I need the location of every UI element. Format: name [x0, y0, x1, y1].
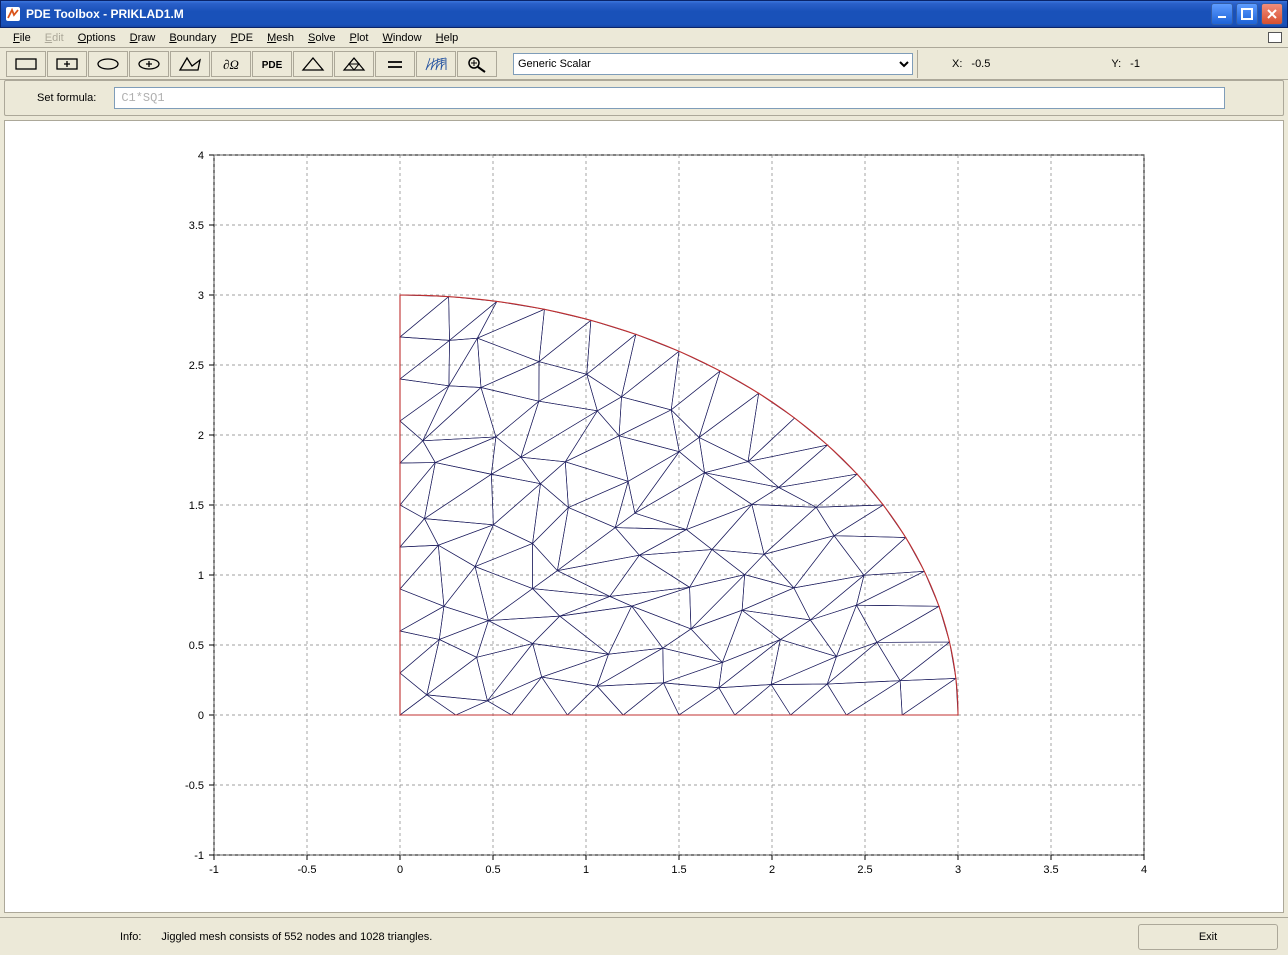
info-text: Jiggled mesh consists of 552 nodes and 1… — [161, 931, 432, 943]
svg-text:-1: -1 — [209, 864, 219, 876]
zoom-tool[interactable] — [457, 51, 497, 77]
solve-tool[interactable] — [375, 51, 415, 77]
refine-tool[interactable] — [334, 51, 374, 77]
rect-tool[interactable] — [6, 51, 46, 77]
menu-help[interactable]: Help — [429, 30, 466, 46]
svg-text:1: 1 — [583, 864, 589, 876]
svg-text:2: 2 — [769, 864, 775, 876]
plot-area[interactable]: -1 -0.5 0 0.5 1 1.5 2 2.5 3 3.5 4 -1 -0.5 0 0.5 1 1.5 2 2.… — [4, 120, 1284, 913]
svg-text:1.5: 1.5 — [671, 864, 686, 876]
formula-input[interactable] — [114, 87, 1225, 109]
close-button[interactable] — [1261, 3, 1283, 25]
svg-text:-0.5: -0.5 — [185, 780, 204, 792]
svg-text:0: 0 — [397, 864, 403, 876]
exit-button[interactable]: Exit — [1138, 924, 1278, 950]
plot3d-tool[interactable] — [416, 51, 456, 77]
menu-file[interactable]: File — [6, 30, 38, 46]
svg-text:2: 2 — [198, 430, 204, 442]
y-value: -1 — [1130, 58, 1140, 70]
svg-text:1.5: 1.5 — [189, 500, 204, 512]
svg-text:-0.5: -0.5 — [298, 864, 317, 876]
mdi-doc-icon[interactable] — [1268, 32, 1282, 43]
svg-text:0.5: 0.5 — [189, 640, 204, 652]
svg-text:3.5: 3.5 — [1043, 864, 1058, 876]
menu-draw[interactable]: Draw — [123, 30, 163, 46]
toolbar: ∂Ω PDE Generic Scalar X: -0.5 Y: -1 — [0, 48, 1288, 80]
footer-bar: Info: Jiggled mesh consists of 552 nodes… — [0, 917, 1288, 955]
y-label: Y: — [1111, 58, 1121, 70]
menu-solve[interactable]: Solve — [301, 30, 343, 46]
pde-tool[interactable]: PDE — [252, 51, 292, 77]
formula-label: Set formula: — [37, 92, 96, 104]
menu-bar: FileEditOptionsDrawBoundaryPDEMeshSolveP… — [0, 28, 1288, 48]
menu-mesh[interactable]: Mesh — [260, 30, 301, 46]
svg-text:4: 4 — [1141, 864, 1147, 876]
svg-text:∂Ω: ∂Ω — [223, 57, 239, 72]
menu-options[interactable]: Options — [71, 30, 123, 46]
boundary-tool[interactable]: ∂Ω — [211, 51, 251, 77]
mesh-tool[interactable] — [293, 51, 333, 77]
svg-text:4: 4 — [198, 150, 204, 162]
menu-boundary[interactable]: Boundary — [162, 30, 223, 46]
info-label: Info: — [120, 931, 141, 943]
minimize-button[interactable] — [1211, 3, 1233, 25]
svg-text:3.5: 3.5 — [189, 220, 204, 232]
svg-text:0: 0 — [198, 710, 204, 722]
svg-text:PDE: PDE — [262, 60, 283, 71]
svg-text:3: 3 — [198, 290, 204, 302]
app-icon — [5, 6, 21, 22]
svg-text:1: 1 — [198, 570, 204, 582]
x-value: -0.5 — [971, 58, 990, 70]
title-bar: PDE Toolbox - PRIKLAD1.M — [0, 0, 1288, 28]
menu-edit: Edit — [38, 30, 71, 46]
window-title: PDE Toolbox - PRIKLAD1.M — [26, 7, 1208, 21]
menu-window[interactable]: Window — [375, 30, 428, 46]
formula-bar: Set formula: — [4, 80, 1284, 116]
polygon-tool[interactable] — [170, 51, 210, 77]
menu-plot[interactable]: Plot — [343, 30, 376, 46]
menu-pde[interactable]: PDE — [223, 30, 260, 46]
svg-text:3: 3 — [955, 864, 961, 876]
ellipse-center-tool[interactable] — [129, 51, 169, 77]
svg-text:2.5: 2.5 — [189, 360, 204, 372]
rect-center-tool[interactable] — [47, 51, 87, 77]
ellipse-tool[interactable] — [88, 51, 128, 77]
x-label: X: — [952, 58, 962, 70]
app-type-select[interactable]: Generic Scalar — [513, 53, 913, 75]
svg-text:0.5: 0.5 — [485, 864, 500, 876]
maximize-button[interactable] — [1236, 3, 1258, 25]
svg-text:2.5: 2.5 — [857, 864, 872, 876]
svg-text:-1: -1 — [194, 850, 204, 862]
plot-canvas[interactable]: -1 -0.5 0 0.5 1 1.5 2 2.5 3 3.5 4 -1 -0.5 0 0.5 1 1.5 2 2.… — [104, 137, 1184, 897]
